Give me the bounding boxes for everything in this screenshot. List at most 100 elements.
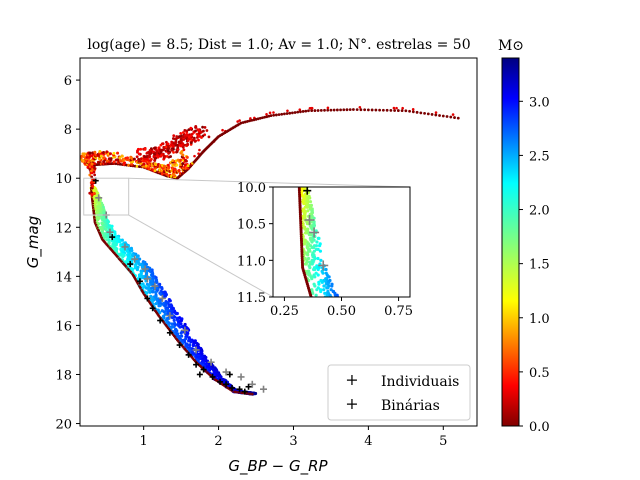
isochrone-point [109, 157, 113, 161]
inset-isochrone-point [305, 222, 310, 226]
main-plot-data [80, 105, 460, 396]
isochrone-point [155, 280, 159, 285]
inset-isochrone-point [316, 273, 320, 277]
x-tick-label: 5 [439, 434, 447, 449]
isochrone-point [248, 119, 252, 123]
inset-isochrone-point [322, 284, 326, 288]
isochrone-point [153, 159, 157, 162]
isochrone-point [366, 108, 370, 112]
isochrone-point [163, 154, 166, 158]
isochrone-point [167, 147, 171, 150]
isochrone-point [123, 161, 127, 165]
isochrone-point [434, 113, 438, 117]
inset-isochrone-point [319, 289, 323, 294]
isochrone-point [411, 110, 415, 114]
isochrone-point [90, 175, 94, 179]
isochrone-point [192, 138, 196, 142]
isochrone-point [153, 146, 157, 150]
isochrone-point [93, 150, 97, 154]
inset-isochrone-point [305, 271, 309, 275]
isochrone-point [139, 147, 143, 151]
inset-binary-star-marker [309, 227, 320, 238]
inset-isochrone-point [308, 200, 313, 204]
isochrone-point [105, 150, 109, 154]
isochrone-point [236, 120, 239, 123]
isochrone-point [160, 287, 164, 291]
isochrone-point [135, 155, 139, 159]
inset-isochrone-point [317, 282, 321, 286]
isochrone-point [96, 217, 100, 222]
isochrone-point [172, 318, 176, 322]
isochrone-point [181, 131, 185, 134]
isochrone-point [171, 325, 175, 329]
isochrone-point [392, 106, 396, 110]
single-star-marker [241, 388, 248, 395]
isochrone-point [180, 140, 183, 144]
binary-star-marker [131, 255, 139, 263]
isochrone-point [310, 109, 314, 113]
main-axes-frame [79, 57, 478, 427]
isochrone-point [128, 255, 133, 260]
isochrone-point [144, 159, 147, 163]
isochrone-point [155, 153, 159, 157]
isochrone-point [261, 116, 264, 120]
legend-box [327, 364, 471, 421]
isochrone-point [179, 322, 183, 326]
inset-isochrone-point [323, 291, 327, 295]
isochrone-point [449, 115, 453, 119]
isochrone-point [434, 111, 438, 114]
inset-isochrone-point [315, 288, 319, 292]
isochrone-point [186, 143, 190, 147]
isochrone-point [171, 306, 175, 311]
isochrone-point [120, 238, 124, 242]
isochrone-point [166, 312, 170, 316]
isochrone-point [335, 108, 339, 112]
isochrone-point [265, 115, 269, 119]
isochrone-point [160, 154, 164, 157]
binary-star-marker [95, 194, 103, 202]
isochrone-point [352, 108, 355, 111]
isochrone-point [282, 112, 286, 116]
isochrone-point [155, 151, 159, 155]
single-star-marker [217, 378, 224, 385]
isochrone-point [126, 156, 130, 160]
isochrone-point [170, 142, 173, 146]
isochrone-point [323, 108, 326, 112]
isochrone-point [197, 134, 201, 137]
binary-star-marker [141, 265, 149, 273]
isochrone-point [99, 154, 103, 158]
isochrone-point [148, 290, 152, 294]
inset-isochrone-point [310, 262, 314, 266]
binary-star-marker [121, 243, 129, 251]
binary-star-marker [222, 368, 230, 376]
isochrone-point [135, 164, 139, 168]
isochrone-point [389, 108, 393, 112]
isochrone-point [155, 149, 158, 152]
isochrone-point [151, 290, 155, 294]
isochrone-point [150, 299, 154, 304]
inset-isochrone-point [314, 247, 319, 251]
inset-isochrone-point [312, 267, 316, 272]
inset-isochrone-point [302, 242, 307, 246]
x-tick-label: 4 [364, 434, 372, 449]
isochrone-point [179, 331, 183, 335]
inset-axis-ticks: 0.25 0.50 0.75 10.0 10.5 11.0 11.5 [237, 181, 413, 319]
inset-isochrone-point [314, 293, 318, 297]
y-tick-label: 8 [64, 123, 72, 138]
single-star-marker [109, 234, 116, 241]
single-star-marker [209, 373, 216, 380]
isochrone-point [304, 109, 308, 113]
inset-isochrone-point [305, 205, 309, 209]
isochrone-point [156, 308, 160, 312]
isochrone-point [159, 143, 163, 147]
inset-y-tick-label: 10.0 [237, 181, 266, 196]
colorbar-tick-label: 2.0 [529, 204, 550, 219]
isochrone-point [90, 162, 94, 166]
single-star-marker [136, 278, 143, 285]
isochrone-point [254, 117, 258, 121]
y-axis-label: G_mag [24, 216, 43, 268]
inset-isochrone-point [315, 240, 319, 244]
inset-isochrone-point [321, 271, 325, 275]
inset-isochrone-point [311, 291, 315, 295]
single-star-marker [157, 317, 164, 324]
